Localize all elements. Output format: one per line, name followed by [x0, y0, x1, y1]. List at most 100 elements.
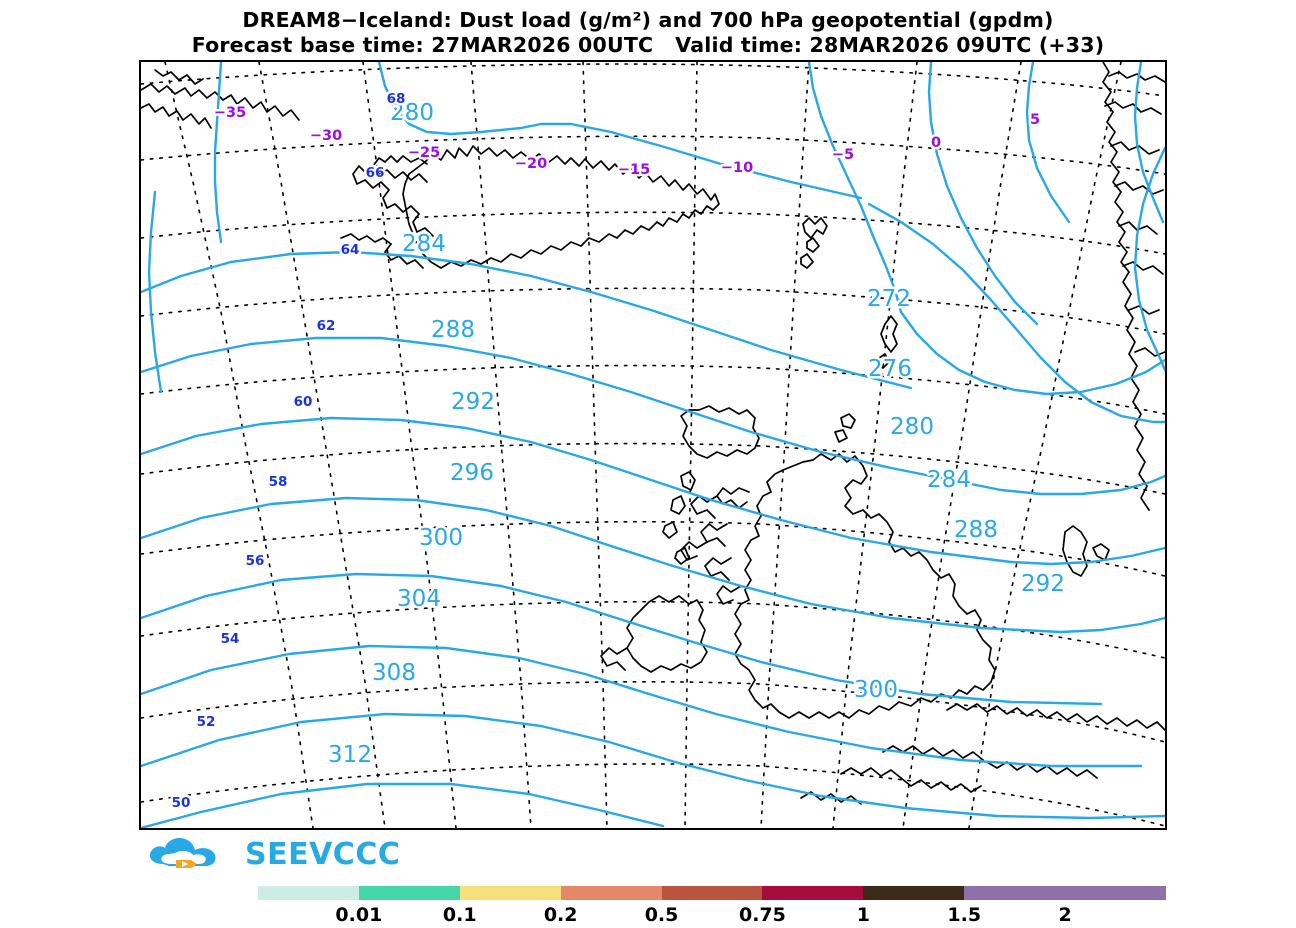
- contour-line: [1025, 62, 1071, 224]
- colorbar-tick-0.5: 0.5: [644, 904, 679, 926]
- graticule-meridians: [164, 62, 1122, 828]
- contour-line: [807, 62, 903, 314]
- colorbar-tick-0.2: 0.2: [543, 904, 578, 926]
- contour-value-label: 284: [927, 467, 971, 493]
- longitude-tick-label: −15: [618, 162, 650, 178]
- latitude-tick-label: 52: [197, 714, 216, 730]
- chart-title-block: DREAM8−Iceland: Dust load (g/m²) and 700…: [0, 8, 1296, 58]
- coastline-hebrides: [680, 471, 696, 491]
- longitude-tick-label: −30: [310, 128, 342, 144]
- page-title: DREAM8−Iceland: Dust load (g/m²) and 700…: [242, 8, 1054, 32]
- contour-line: [141, 496, 1063, 634]
- contour-line: [141, 416, 1013, 564]
- colorbar-tick-labels: 0.01 0.1 0.2 0.5 0.75 1 1.5 2: [258, 900, 1166, 928]
- forecast-time-subtitle: Forecast base time: 27MAR2026 00UTC Vali…: [191, 33, 1105, 57]
- coastline-ireland: [680, 405, 760, 459]
- logo-text: SEEVCCC: [245, 837, 401, 872]
- contour-line: [959, 474, 1165, 496]
- contour-value-label: 292: [451, 389, 495, 415]
- colorbar-segment-3: [560, 886, 662, 900]
- contour-value-label: 288: [954, 517, 998, 543]
- contour-value-label: 312: [328, 742, 372, 768]
- contour-value-label: 296: [450, 460, 494, 486]
- colorbar-segment-5: [762, 886, 864, 900]
- longitude-tick-label: −20: [515, 156, 547, 172]
- map-panel[interactable]: 280 284 272 288 276 292 280 296 284 300 288 304 292 3…: [139, 60, 1167, 830]
- latitude-label-group: 68 66 64 62 60 58 56 54 52 50: [169, 89, 408, 814]
- longitude-tick-label: 0: [931, 135, 941, 151]
- contour-value-label: 304: [397, 586, 441, 612]
- contour-line: [213, 62, 223, 244]
- latitude-tick-label: 66: [366, 165, 385, 181]
- coastlines: [141, 62, 1165, 805]
- colorbar-swatches: [258, 886, 1167, 900]
- longitude-label-group: −35 −30 −25 −20 −15 −10 −5 0 5: [211, 103, 1042, 181]
- contour-line: [1133, 62, 1165, 224]
- coastline-iceland: [402, 145, 720, 269]
- longitude-tick-label: 5: [1030, 112, 1040, 128]
- contour-line: [141, 644, 1143, 768]
- contour-value-label: 280: [390, 100, 434, 126]
- contour-line: [927, 62, 1039, 326]
- coastline-great-britain: [734, 453, 996, 719]
- colorbar-segment-4: [661, 886, 763, 900]
- cloud-arrow-icon: [143, 834, 235, 876]
- latitude-tick-label: 50: [172, 795, 191, 811]
- contour-line: [1133, 146, 1165, 372]
- contour-line: [147, 190, 163, 394]
- latitude-tick-label: 58: [269, 474, 288, 490]
- colorbar-segment-8: [1065, 886, 1167, 900]
- longitude-tick-label: −35: [214, 105, 246, 121]
- dust-load-colorbar[interactable]: 0.01 0.1 0.2 0.5 0.75 1 1.5 2: [258, 886, 1167, 928]
- contour-value-label: 308: [372, 660, 416, 686]
- colorbar-tick-0.01: 0.01: [335, 904, 383, 926]
- contour-map-svg: 280 284 272 288 276 292 280 296 284 300 288 304 292 3…: [141, 62, 1165, 828]
- contour-value-label: 300: [854, 677, 898, 703]
- contour-line: [141, 782, 665, 828]
- contour-label-group: 280 284 272 288 276 292 280 296 284 300 288 304 292 3…: [326, 98, 1068, 771]
- seevccc-logo[interactable]: SEEVCCC: [143, 833, 400, 877]
- contour-line: [899, 310, 1165, 396]
- colorbar-segment-6: [863, 886, 965, 900]
- longitude-tick-label: −25: [408, 145, 440, 161]
- graticule-parallels: [141, 63, 1165, 827]
- contour-line: [377, 62, 863, 200]
- contour-line: [867, 202, 1165, 424]
- latitude-tick-label: 68: [387, 91, 406, 107]
- contour-value-label: 284: [402, 231, 446, 257]
- contour-value-label: 272: [867, 286, 911, 312]
- contour-line: [141, 336, 963, 484]
- latitude-tick-label: 62: [317, 318, 336, 334]
- contour-line: [141, 712, 1165, 820]
- colorbar-segment-0: [258, 886, 359, 900]
- coastline-denmark: [1062, 525, 1088, 577]
- coastline-norway: [1102, 62, 1150, 511]
- contour-value-label: 300: [419, 525, 463, 551]
- contour-value-label: 292: [1021, 571, 1065, 597]
- latitude-tick-label: 56: [246, 553, 265, 569]
- coastline-faroes: [802, 217, 828, 239]
- colorbar-tick-2: 2: [1058, 904, 1072, 926]
- geopotential-contours: [141, 62, 1165, 828]
- colorbar-tick-1: 1: [856, 904, 870, 926]
- contour-line: [1059, 616, 1165, 634]
- longitude-tick-label: −10: [721, 160, 753, 176]
- colorbar-tick-0.1: 0.1: [442, 904, 477, 926]
- contour-value-label: 276: [868, 356, 912, 382]
- latitude-tick-label: 64: [341, 242, 360, 258]
- contour-value-label: 280: [890, 414, 934, 440]
- colorbar-tick-1.5: 1.5: [947, 904, 982, 926]
- contour-line: [141, 572, 1103, 706]
- colorbar-segment-2: [459, 886, 561, 900]
- coastline-orkney: [840, 413, 856, 429]
- colorbar-segment-1: [358, 886, 460, 900]
- contour-value-label: 288: [431, 317, 475, 343]
- coastline-continent: [946, 703, 1165, 731]
- colorbar-tick-0.75: 0.75: [738, 904, 786, 926]
- latitude-tick-label: 54: [221, 631, 240, 647]
- contour-line: [1009, 546, 1165, 566]
- contour-line: [141, 250, 913, 390]
- coastline-shetland: [880, 315, 898, 353]
- latitude-tick-label: 60: [294, 394, 313, 410]
- longitude-tick-label: −5: [832, 147, 854, 163]
